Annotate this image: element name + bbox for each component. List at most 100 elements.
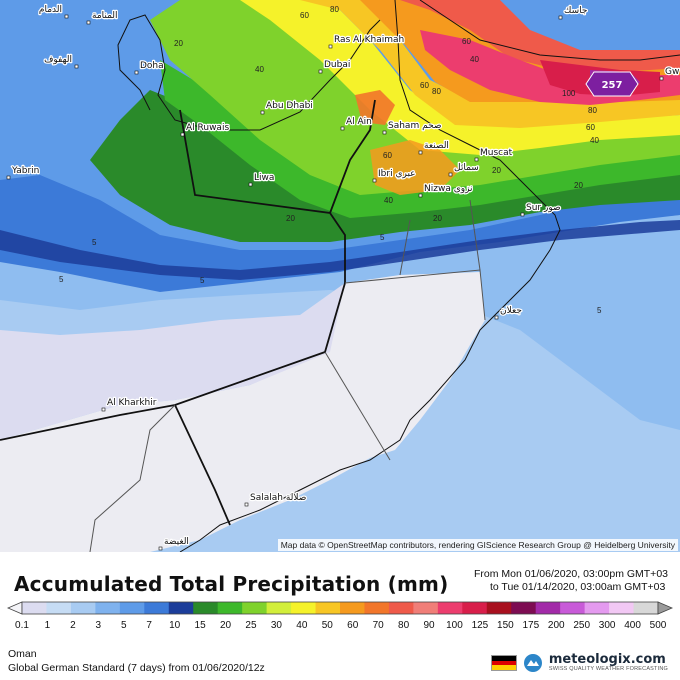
legend-swatch (633, 602, 659, 614)
max-value-label: 257 (602, 80, 623, 91)
legend-swatch (144, 602, 170, 614)
place-23[interactable]: Gw (659, 66, 680, 81)
place-label: الغيضة (164, 537, 189, 547)
time-from: From Mon 01/06/2020, 03:00pm GMT+03 (473, 568, 668, 580)
map-attribution[interactable]: Map data © OpenStreetMap contributors, r… (277, 539, 678, 551)
legend-swatch (340, 602, 365, 614)
contour-labels-layer: 8060402054060806010080604020555520402020… (59, 5, 602, 315)
place-marker (418, 193, 423, 198)
place-label: Gw (665, 67, 679, 77)
place-label: الهفوف (44, 55, 72, 65)
legend-tick-label: 175 (522, 620, 539, 631)
map-canvas[interactable]: الدمام المنامة الهفوف Doha Yabrin Al Ruwais Ab… (0, 0, 680, 552)
precip-band-01mm (0, 283, 345, 440)
legend-swatch (119, 602, 145, 614)
contour-label: 20 (492, 166, 501, 175)
place-3[interactable]: Doha (134, 60, 165, 75)
legend-swatch (291, 602, 317, 614)
place-label: المنامة (92, 11, 118, 21)
place-22[interactable]: جاسك (558, 5, 589, 20)
legend-tick-label: 90 (423, 620, 435, 631)
legend-tick-label: 125 (472, 620, 489, 631)
place-label: Ibri عبري (378, 169, 416, 179)
place-marker (520, 212, 525, 217)
contour-label: 5 (597, 306, 602, 315)
max-value-badge[interactable]: 257 (585, 71, 639, 97)
contour-label: 80 (588, 106, 597, 115)
place-11[interactable]: الصنعة (418, 140, 450, 155)
place-4[interactable]: Yabrin (6, 165, 41, 180)
legend-tick-label: 40 (296, 620, 308, 631)
place-16[interactable]: Nizwa نزوى (418, 183, 474, 198)
place-20[interactable]: Salalah صلالة (244, 492, 308, 507)
legend-swatch (46, 602, 72, 614)
brand-name: meteologix.com (548, 652, 666, 668)
place-8[interactable]: Ras Al Khaimah (328, 34, 406, 49)
place-0[interactable]: الدمام (38, 4, 69, 19)
brand-text: meteologix.com SWISS QUALITY WEATHER FOR… (549, 653, 668, 673)
legend-tick-label: 20 (220, 620, 232, 631)
place-label: Muscat (480, 148, 513, 158)
place-9[interactable]: Al Ain (340, 116, 373, 131)
color-legend: 0.1 1 2 3 5 7 10 15 20 25 30 40 50 60 70 80 90 100 125 150 1… (4, 600, 676, 632)
legend-swatch (486, 602, 512, 614)
place-marker (474, 157, 479, 162)
time-range: From Mon 01/06/2020, 03:00pm GMT+03 to T… (474, 568, 668, 594)
model-info: Global German Standard (7 days) from 01/… (8, 662, 265, 674)
place-19[interactable]: Al Kharkhir (101, 397, 158, 412)
place-7[interactable]: Dubai (318, 59, 352, 74)
place-6[interactable]: Abu Dhabi (260, 100, 314, 115)
place-2[interactable]: الهفوف (43, 54, 79, 69)
place-15[interactable]: سمائل (448, 162, 480, 177)
legend-tick-label: 60 (347, 620, 359, 631)
legend-tick-label: 500 (650, 620, 667, 631)
contour-label: 60 (586, 123, 595, 132)
place-label: Al Ain (346, 117, 372, 127)
contour-label: 60 (383, 151, 392, 160)
place-marker (260, 110, 265, 115)
place-label: Dubai (324, 60, 350, 70)
contour-label: 60 (420, 81, 429, 90)
place-marker (494, 315, 499, 320)
legend-swatch (70, 602, 96, 614)
precip-band-80mm (400, 0, 680, 72)
legend-tick-label: 250 (573, 620, 590, 631)
place-17[interactable]: Sur صور (520, 202, 562, 217)
legend-tick-label: 150 (497, 620, 514, 631)
legend-swatch (168, 602, 194, 614)
chart-title: Accumulated Total Precipitation (mm) (14, 572, 449, 596)
flag-stripe-1 (491, 656, 516, 661)
region-name: Oman (8, 648, 37, 660)
place-18[interactable]: جعلان (494, 305, 523, 320)
precipitation-map[interactable]: الدمام المنامة الهفوف Doha Yabrin Al Ruwais Ab… (0, 0, 680, 552)
place-label: Al Kharkhir (107, 398, 157, 408)
place-marker (340, 126, 345, 131)
legend-tick-label: 80 (398, 620, 410, 631)
place-marker (558, 15, 563, 20)
place-marker (158, 546, 163, 551)
place-marker (244, 502, 249, 507)
place-12[interactable]: Muscat (474, 147, 514, 162)
place-marker (372, 178, 377, 183)
place-14[interactable]: Ibri عبري (372, 168, 417, 183)
place-21[interactable]: الغيضة (158, 536, 190, 551)
place-5[interactable]: Al Ruwais (180, 122, 231, 137)
contour-label: 60 (300, 11, 309, 20)
place-marker (86, 20, 91, 25)
contour-label: 100 (562, 89, 576, 98)
legend-swatch (560, 602, 586, 614)
place-10[interactable]: Saham صحم (382, 120, 443, 135)
place-marker (382, 130, 387, 135)
places-layer: الدمام المنامة الهفوف Doha Yabrin Al Ruwais Ab… (6, 4, 680, 551)
precip-band-10mm (0, 220, 680, 280)
precip-band-dry (0, 272, 485, 552)
brand[interactable]: meteologix.com SWISS QUALITY WEATHER FOR… (490, 652, 668, 674)
place-1[interactable]: المنامة (86, 10, 119, 25)
place-13[interactable]: Liwa (248, 172, 276, 187)
footer-panel: Accumulated Total Precipitation (mm) Fro… (0, 552, 680, 680)
legend-swatch (511, 602, 537, 614)
place-marker (318, 69, 323, 74)
contour-label: 5 (59, 275, 64, 284)
legend-arrow-left (6, 601, 23, 615)
place-marker (101, 407, 106, 412)
